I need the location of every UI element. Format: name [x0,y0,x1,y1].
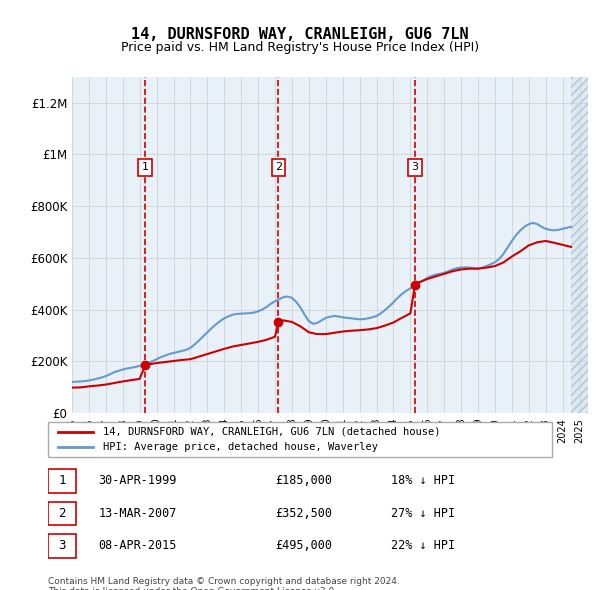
Text: 30-APR-1999: 30-APR-1999 [98,474,177,487]
Text: HPI: Average price, detached house, Waverley: HPI: Average price, detached house, Wave… [103,442,379,453]
Text: 1: 1 [58,474,65,487]
Text: £185,000: £185,000 [275,474,332,487]
Text: Price paid vs. HM Land Registry's House Price Index (HPI): Price paid vs. HM Land Registry's House … [121,41,479,54]
Text: 13-MAR-2007: 13-MAR-2007 [98,507,177,520]
FancyBboxPatch shape [48,422,552,457]
FancyBboxPatch shape [48,469,76,493]
Text: Contains HM Land Registry data © Crown copyright and database right 2024.
This d: Contains HM Land Registry data © Crown c… [48,577,400,590]
Text: 27% ↓ HPI: 27% ↓ HPI [391,507,455,520]
Bar [571,77,588,413]
Text: 08-APR-2015: 08-APR-2015 [98,539,177,552]
Text: 2: 2 [275,162,282,172]
Text: 2: 2 [58,507,65,520]
Text: 3: 3 [412,162,418,172]
Text: 22% ↓ HPI: 22% ↓ HPI [391,539,455,552]
Text: 14, DURNSFORD WAY, CRANLEIGH, GU6 7LN (detached house): 14, DURNSFORD WAY, CRANLEIGH, GU6 7LN (d… [103,427,441,437]
Text: 3: 3 [58,539,65,552]
FancyBboxPatch shape [48,534,76,558]
FancyBboxPatch shape [48,502,76,525]
Text: 1: 1 [142,162,149,172]
Text: £352,500: £352,500 [275,507,332,520]
Text: 14, DURNSFORD WAY, CRANLEIGH, GU6 7LN: 14, DURNSFORD WAY, CRANLEIGH, GU6 7LN [131,27,469,41]
Text: 18% ↓ HPI: 18% ↓ HPI [391,474,455,487]
Text: £495,000: £495,000 [275,539,332,552]
